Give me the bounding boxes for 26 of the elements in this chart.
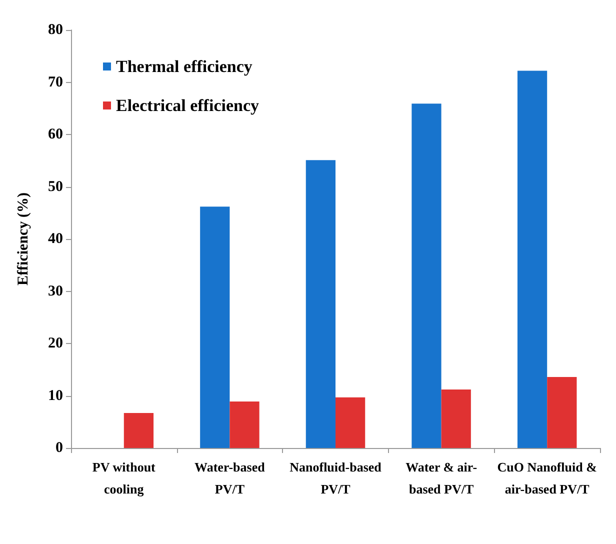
legend-label: Electrical efficiency xyxy=(116,96,260,115)
y-tick-label: 30 xyxy=(48,283,63,300)
legend-label: Thermal efficiency xyxy=(116,57,253,76)
y-tick-label: 80 xyxy=(48,22,63,38)
y-tick-label: 70 xyxy=(48,74,63,90)
x-tick-label: Water & air- based PV/T xyxy=(406,460,478,496)
x-tick-label: CuO Nanofluid & air-based PV/T xyxy=(497,460,598,496)
bar xyxy=(441,389,471,448)
y-tick-label: 0 xyxy=(56,440,63,456)
bar xyxy=(547,376,577,448)
y-tick-label: 60 xyxy=(48,126,63,142)
y-axis-title: Efficiency (%) xyxy=(16,192,32,286)
bar xyxy=(230,402,260,448)
y-tick-label: 40 xyxy=(48,231,63,247)
bar xyxy=(306,160,336,448)
x-tick-label: Nanofluid-based PV/T xyxy=(290,460,382,496)
y-tick-label: 50 xyxy=(48,178,63,195)
bar xyxy=(336,397,366,448)
bar xyxy=(517,70,548,448)
y-tick-label: 10 xyxy=(48,388,63,404)
bar xyxy=(124,412,154,448)
bar xyxy=(200,206,230,448)
y-tick-label: 20 xyxy=(48,336,63,352)
x-tick-label: PV without cooling xyxy=(92,460,156,496)
bar xyxy=(412,104,442,448)
x-tick-label: Water-based PV/T xyxy=(194,460,266,496)
